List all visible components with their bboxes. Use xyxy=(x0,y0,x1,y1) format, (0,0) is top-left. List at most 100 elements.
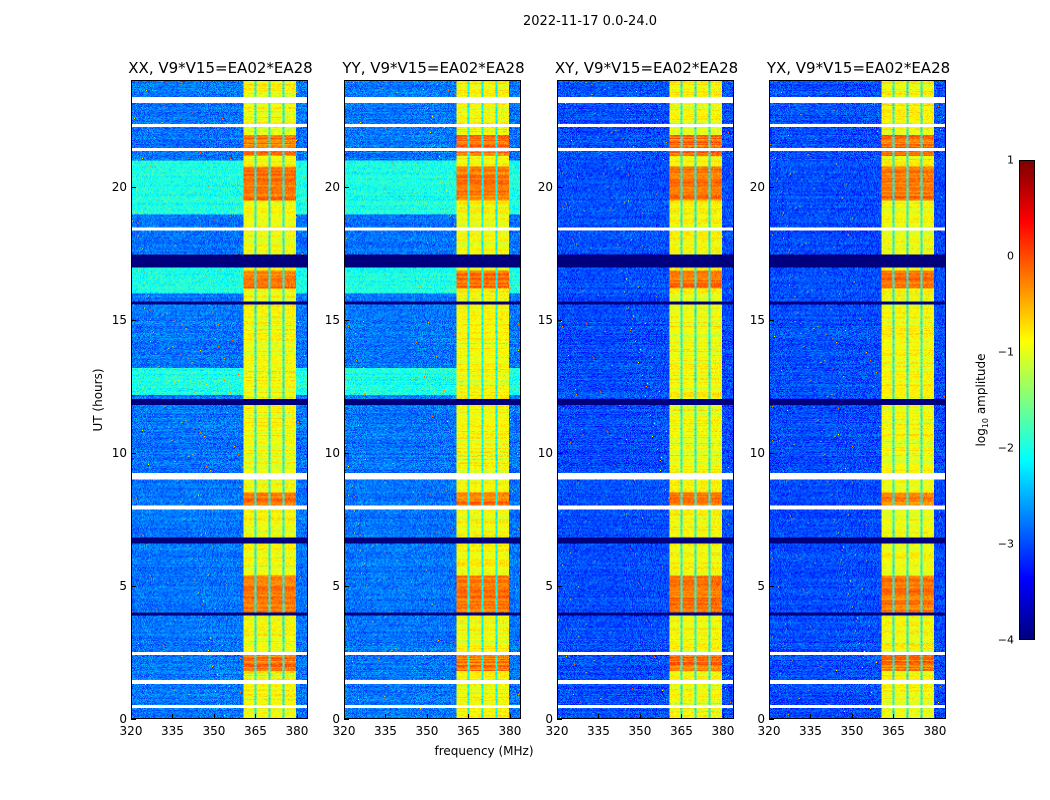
x-tick-mark xyxy=(213,714,215,719)
x-tick-mark xyxy=(557,714,558,719)
y-tick-mark xyxy=(344,452,349,454)
y-tick-label: 15 xyxy=(749,312,765,327)
y-tick-mark xyxy=(769,719,774,720)
y-tick-label: 5 xyxy=(757,578,765,593)
y-tick-mark xyxy=(557,452,562,454)
x-tick-label: 335 xyxy=(161,724,184,738)
x-tick-mark xyxy=(810,714,812,719)
colorbar-tick-label: 0 xyxy=(1007,249,1014,263)
x-tick-mark xyxy=(681,714,683,719)
x-tick-label: 365 xyxy=(670,724,693,738)
colorbar-label: log10 amplitude xyxy=(973,353,991,447)
x-tick-label: 365 xyxy=(882,724,905,738)
y-tick-label: 15 xyxy=(324,312,340,327)
y-tick-label: 0 xyxy=(332,712,340,726)
colorbar-tick-label: −2 xyxy=(997,441,1014,455)
x-tick-label: 335 xyxy=(587,724,610,738)
x-tick-label: 320 xyxy=(119,724,143,738)
heatmap-panel-0: XX, V9*V15=EA02*EA28 xyxy=(128,59,313,719)
y-axis-label: UT (hours) xyxy=(91,368,105,432)
y-tick-mark xyxy=(344,585,349,587)
y-tick-mark xyxy=(131,719,136,720)
x-tick-mark xyxy=(344,714,345,719)
x-tick-label: 380 xyxy=(923,724,947,738)
y-tick-mark xyxy=(131,319,136,321)
y-tick-mark xyxy=(131,585,136,587)
y-tick-label: 0 xyxy=(545,712,553,726)
y-tick-mark xyxy=(557,186,562,188)
y-tick-mark xyxy=(557,585,562,587)
x-tick-label: 350 xyxy=(202,724,226,738)
y-tick-label: 5 xyxy=(545,578,553,593)
y-tick-label: 10 xyxy=(537,445,553,460)
colorbar-tick-label: −3 xyxy=(997,537,1014,551)
panel-title: XY, V9*V15=EA02*EA28 xyxy=(554,59,739,77)
y-tick-mark xyxy=(344,319,349,321)
heatmap-cells xyxy=(770,81,945,718)
x-tick-label: 365 xyxy=(244,724,267,738)
x-tick-label: 380 xyxy=(711,724,735,738)
x-tick-mark xyxy=(934,714,936,719)
panel-title: YY, V9*V15=EA02*EA28 xyxy=(342,59,525,77)
y-tick-mark xyxy=(769,585,774,587)
x-tick-label: 350 xyxy=(840,724,864,738)
x-tick-label: 320 xyxy=(757,724,781,738)
x-tick-mark xyxy=(769,714,770,719)
y-tick-label: 10 xyxy=(749,445,765,460)
colorbar-tick-label: −4 xyxy=(997,633,1014,647)
y-tick-mark xyxy=(131,452,136,454)
x-tick-mark xyxy=(598,714,600,719)
y-tick-label: 10 xyxy=(111,445,127,460)
y-tick-mark xyxy=(344,719,349,720)
y-tick-label: 20 xyxy=(749,179,765,194)
x-axis-label: frequency (MHz) xyxy=(434,744,534,758)
y-tick-mark xyxy=(344,186,349,188)
y-tick-label: 20 xyxy=(111,179,127,194)
y-tick-mark xyxy=(769,186,774,188)
x-tick-mark xyxy=(172,714,174,719)
y-tick-label: 10 xyxy=(324,445,340,460)
panel-title: XX, V9*V15=EA02*EA28 xyxy=(128,59,313,77)
x-tick-mark xyxy=(468,714,470,719)
y-tick-label: 5 xyxy=(119,578,127,593)
heatmap-cells xyxy=(345,81,520,718)
x-tick-mark xyxy=(722,714,724,719)
x-tick-mark xyxy=(255,714,257,719)
colorbar xyxy=(1019,160,1035,640)
y-tick-mark xyxy=(557,319,562,321)
y-tick-mark xyxy=(769,319,774,321)
heatmap-panel-3: YX, V9*V15=EA02*EA28 xyxy=(767,59,950,719)
y-tick-label: 20 xyxy=(324,179,340,194)
x-tick-label: 350 xyxy=(628,724,652,738)
x-tick-mark xyxy=(426,714,428,719)
x-tick-mark xyxy=(851,714,853,719)
y-tick-label: 0 xyxy=(757,712,765,726)
colorbar-tick-label: 1 xyxy=(1007,153,1014,167)
x-tick-label: 380 xyxy=(285,724,309,738)
y-tick-mark xyxy=(769,452,774,454)
x-tick-label: 335 xyxy=(374,724,397,738)
x-tick-mark xyxy=(131,714,132,719)
x-tick-label: 320 xyxy=(545,724,569,738)
colorbar-tick-label: −1 xyxy=(997,345,1014,359)
heatmap-cells xyxy=(558,81,733,718)
x-tick-label: 350 xyxy=(415,724,439,738)
y-tick-label: 5 xyxy=(332,578,340,593)
heatmap-cells xyxy=(132,81,307,718)
x-tick-mark xyxy=(893,714,895,719)
heatmap-panel-1: YY, V9*V15=EA02*EA28 xyxy=(342,59,525,719)
y-tick-label: 15 xyxy=(537,312,553,327)
y-tick-label: 0 xyxy=(119,712,127,726)
y-tick-label: 20 xyxy=(537,179,553,194)
x-tick-label: 365 xyxy=(457,724,480,738)
x-tick-mark xyxy=(509,714,511,719)
x-tick-mark xyxy=(296,714,298,719)
x-tick-mark xyxy=(639,714,641,719)
panel-title: YX, V9*V15=EA02*EA28 xyxy=(766,59,951,77)
x-tick-label: 380 xyxy=(498,724,522,738)
y-tick-label: 15 xyxy=(111,312,127,327)
heatmap-panel-2: XY, V9*V15=EA02*EA28 xyxy=(555,59,738,719)
y-tick-mark xyxy=(557,719,562,720)
y-tick-mark xyxy=(131,186,136,188)
